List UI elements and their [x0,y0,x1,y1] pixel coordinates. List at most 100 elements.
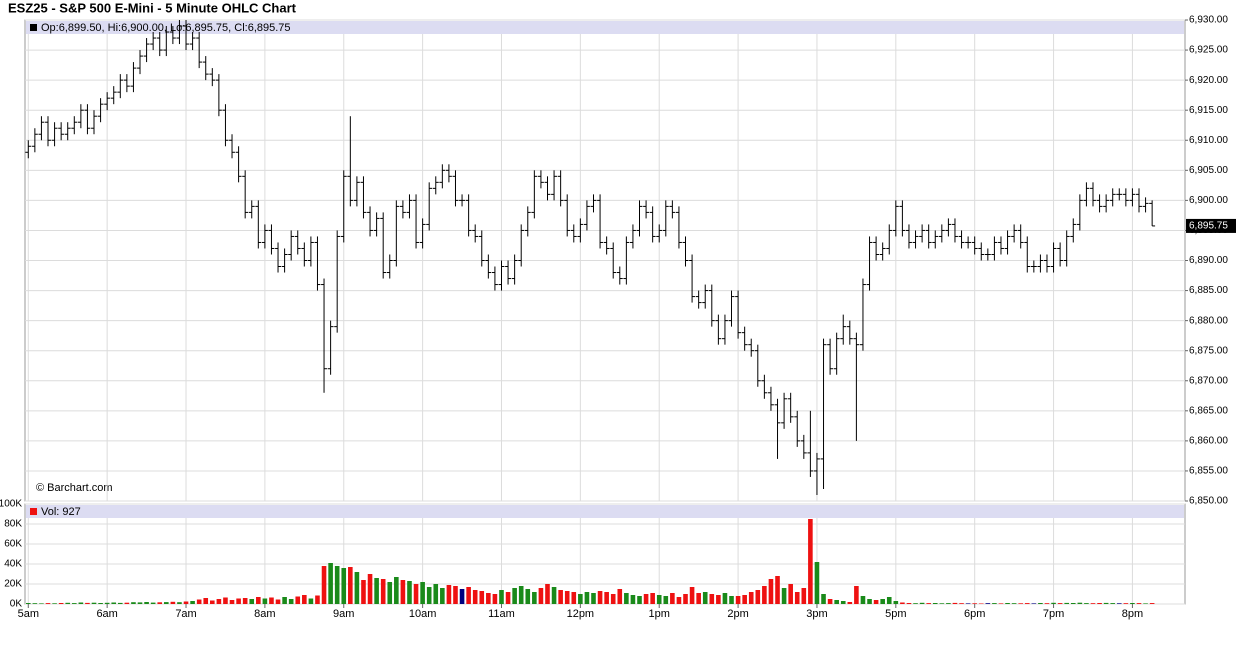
volume-bar [361,580,366,604]
volume-bar [1064,602,1069,604]
volume-bar [479,591,485,604]
volume-bar [98,603,103,604]
volume-bar [177,602,182,604]
volume-bar [564,591,570,604]
volume-bar [788,584,793,604]
volume-bar [413,584,419,604]
volume-bar [499,590,504,604]
volume-bar [610,594,616,604]
volume-bar [683,594,688,604]
volume-bar [203,598,209,604]
y-tick-label: 6,920.00 [1189,75,1228,86]
volume-bar [978,603,984,604]
volume-bar [932,603,938,604]
volume-bar [295,596,301,604]
volume-bar [492,594,498,604]
volume-bar [794,592,800,604]
volume-bar [426,587,432,604]
volume-bar [236,598,241,604]
volume-bar [1090,603,1096,604]
volume-bar [440,588,445,604]
volume-bar [407,581,412,604]
x-tick-label: 7pm [1043,608,1064,620]
volume-bar [965,603,971,604]
volume-bar [716,595,721,604]
x-tick-label: 3pm [806,608,827,620]
volume-bar [768,579,774,604]
volume-bar [1084,603,1089,604]
volume-bar [210,600,215,604]
volume-bar [85,602,90,604]
volume-bar [729,596,734,604]
y-tick-label: 6,890.00 [1189,255,1228,266]
volume-bar [525,589,531,604]
volume-bar [591,593,596,604]
volume-bar [433,584,439,604]
volume-bar [144,602,149,604]
volume-bar [387,582,393,604]
volume-bar [775,576,780,604]
volume-bar [111,602,117,604]
y-tick-label: 6,860.00 [1189,436,1228,447]
volume-bar [183,601,189,604]
volume-bar [781,588,787,604]
volume-bar [985,603,991,604]
volume-bar [689,587,695,604]
volume-bar [1110,603,1116,604]
volume-bar [256,597,261,604]
volume-bar [886,597,892,604]
volume-bar [532,592,537,604]
watermark: © Barchart.com [36,482,113,494]
volume-bar [269,597,274,604]
volume-bar [952,602,958,604]
volume-swatch [30,508,37,515]
y-tick-label: 6,880.00 [1189,315,1228,326]
volume-bar [571,592,577,604]
y-tick-label: 6,875.00 [1189,345,1228,356]
volume-bar [1097,603,1102,604]
volume-bar [308,598,314,604]
y-tick-label: 6,930.00 [1189,15,1228,26]
y-tick-label: 6,900.00 [1189,195,1228,206]
volume-bar [216,599,222,604]
x-tick-label: 7am [175,608,196,620]
volume-bar [913,603,918,604]
volume-legend-band [26,505,1184,518]
volume-bar [584,592,590,604]
volume-bar [65,602,71,604]
volume-bar [840,601,846,604]
volume-bar [190,601,195,604]
y-tick-label: 6,910.00 [1189,135,1228,146]
x-tick-label: 10am [409,608,437,620]
volume-bar [394,577,399,604]
volume-bar [1024,603,1030,604]
volume-bar [676,597,682,604]
volume-bar [1038,603,1043,604]
volume-bar [1018,603,1023,604]
volume-bar [1051,602,1056,604]
volume-bar [1044,603,1050,604]
x-tick-label: 8pm [1122,608,1143,620]
x-tick-label: 2pm [727,608,748,620]
volume-bar [315,595,320,604]
volume-bar [847,602,853,604]
volume-bar [867,599,872,604]
volume-bar [808,519,813,604]
volume-bar [1031,603,1037,604]
volume-bar [446,585,452,604]
volume-bar [321,566,327,604]
volume-bar [873,600,879,604]
volume-bar [814,562,820,604]
volume-bar [545,584,550,604]
x-tick-label: 8am [254,608,275,620]
volume-bar [637,596,642,604]
volume-bar [893,601,899,604]
volume-bar [617,589,623,604]
volume-bar [45,603,51,604]
volume-bar [1103,602,1109,604]
y-tick-label: 6,925.00 [1189,45,1228,56]
volume-bar [762,586,767,604]
volume-bar [748,592,754,604]
volume-bar [229,600,235,604]
volume-bar [1143,603,1148,604]
